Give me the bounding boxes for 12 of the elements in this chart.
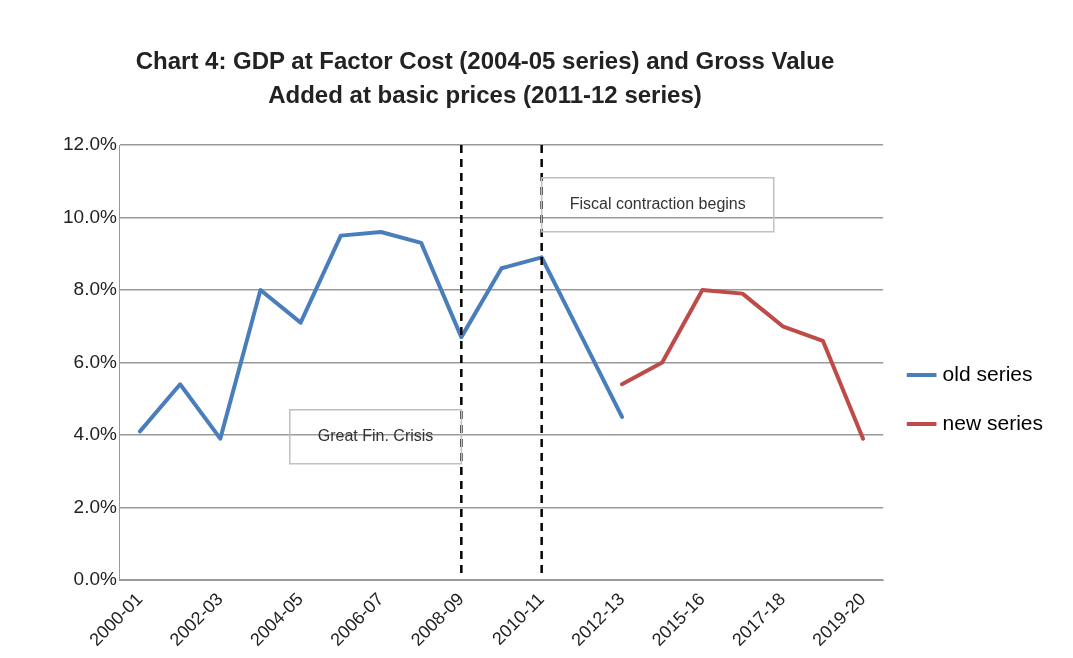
y-tick-label: 2.0% xyxy=(73,495,117,517)
y-tick-label: 6.0% xyxy=(73,350,117,372)
ref-line-label: Fiscal contraction begins xyxy=(569,195,746,213)
legend-label: new series xyxy=(942,410,1044,434)
y-tick-label: 8.0% xyxy=(73,278,117,300)
chart-title: Chart 4: GDP at Factor Cost (2004-05 series) and Gross Value Added at basic prices (2011-12 series) xyxy=(134,46,836,110)
legend-label: old series xyxy=(942,361,1033,385)
y-tick-label: 4.0% xyxy=(73,423,117,445)
y-tick-label: 0.0% xyxy=(73,568,117,590)
y-tick-label: 12.0% xyxy=(63,133,117,155)
ref-line-label: Great Fin. Crisis xyxy=(317,427,434,445)
y-tick-label: 10.0% xyxy=(63,205,117,227)
